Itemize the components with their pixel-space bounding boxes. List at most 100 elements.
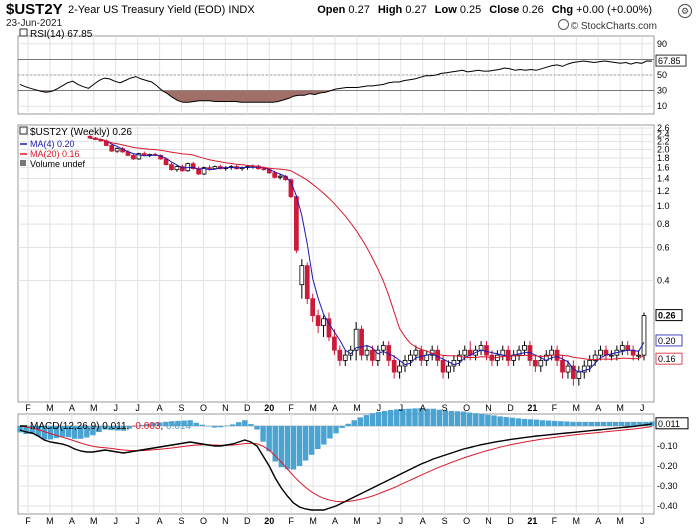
macd-histogram-bar (527, 419, 534, 426)
x-tick-label-bottom: J (135, 516, 140, 526)
candle-up (212, 166, 218, 170)
macd-histogram-bar (545, 420, 552, 426)
candle-down (261, 168, 267, 171)
macd-histogram-bar (150, 423, 157, 426)
candle-down (359, 328, 364, 356)
candle-up (277, 175, 283, 178)
macd-histogram-bar (90, 426, 96, 436)
candle-down (310, 298, 316, 317)
macd-histogram-bar (96, 426, 102, 433)
macd-histogram-bar (23, 426, 29, 434)
candle-up (174, 166, 180, 171)
x-tick-label: M (309, 403, 317, 413)
x-tick-label: F (552, 403, 558, 413)
macd-histogram-bar (466, 412, 473, 426)
x-tick-label: O (463, 403, 470, 413)
macd-histogram-bar (624, 421, 631, 426)
x-tick-label-bottom: 21 (527, 516, 537, 526)
macd-histogram-bar (211, 426, 218, 428)
macd-histogram-bar (430, 408, 436, 426)
candle-up (581, 365, 587, 373)
candle-up (456, 354, 462, 361)
macd-histogram-bar (436, 409, 443, 426)
x-tick-label-bottom: J (399, 516, 404, 526)
candle-down (337, 349, 343, 361)
candle-down (272, 172, 278, 178)
macd-histogram-bar (387, 410, 394, 426)
macd-histogram-bar (144, 424, 151, 426)
macd-histogram-bar (132, 426, 139, 427)
macd-legend-part: , (160, 421, 166, 432)
macd-histogram-bar (199, 424, 206, 426)
macd-histogram-bar (533, 419, 540, 426)
x-tick-label-bottom: J (113, 516, 118, 526)
macd-panel (17, 408, 655, 511)
price-legend-icon (19, 126, 28, 135)
candle-up (619, 345, 625, 351)
candle-down (560, 359, 565, 373)
chart-header: $UST2Y 2-Year US Treasury Yield (EOD) IN… (0, 0, 700, 34)
candle-down (332, 336, 337, 351)
price-tick-label: 1.2 (657, 186, 670, 196)
macd-line (19, 423, 653, 511)
macd-histogram-bar (381, 410, 388, 426)
macd-histogram-bar (558, 421, 564, 426)
macd-histogram-bar (485, 414, 491, 426)
macd-histogram-bar (84, 426, 90, 438)
x-tick-label-bottom: M (616, 516, 624, 526)
macd-histogram-bar (600, 421, 607, 426)
price-tick-label: 0.6 (657, 242, 670, 252)
x-tick-label-bottom: F (25, 516, 31, 526)
candle-down (294, 196, 299, 251)
macd-current-label: 0.011 (658, 419, 680, 429)
macd-histogram-bar (521, 418, 528, 426)
candle-up (408, 354, 413, 361)
candle-down (190, 163, 196, 170)
macd-histogram-bar (345, 423, 351, 426)
macd-histogram-bar (327, 426, 333, 439)
x-tick-label: J (399, 403, 404, 413)
macd-histogram-bar (308, 426, 315, 455)
logo-icon (557, 19, 569, 30)
candle-down (571, 365, 576, 379)
x-tick-label: J (135, 403, 140, 413)
macd-histogram-bar (157, 422, 163, 426)
x-tick-label-bottom: N (222, 516, 229, 526)
symbol: $UST2Y (6, 1, 63, 18)
chg-label: Chg (551, 4, 574, 16)
price-tick-label: 1.8 (657, 153, 670, 163)
macd-histogram-bar (363, 415, 370, 426)
macd-histogram-bar (290, 426, 297, 470)
macd-histogram-bar (169, 421, 175, 426)
price-tick-label: 1.4 (657, 173, 670, 183)
price-legend: $UST2Y (Weekly) 0.26 (30, 127, 132, 138)
stockcharts-logo[interactable]: © StockCharts.com (557, 19, 657, 32)
ma20-line (89, 137, 645, 361)
macd-histogram-bar (120, 426, 127, 431)
candle-down (391, 359, 397, 373)
price-tick-label: 1.0 (657, 201, 670, 211)
price-tick-label: 2.6 (657, 123, 670, 133)
rsi-panel (18, 59, 654, 103)
macd-histogram-bar (108, 426, 114, 431)
macd-histogram-bar (515, 418, 522, 426)
macd-histogram-bar (254, 426, 260, 430)
macd-histogram-bar (260, 426, 266, 442)
rsi-current-label: 67.85 (658, 56, 681, 66)
x-tick-label: D (507, 403, 514, 413)
gear-icon[interactable]: ⚙ (678, 4, 692, 18)
x-tick-label-bottom: J (640, 516, 645, 526)
macd-histogram-bar (41, 426, 48, 440)
macd-legend-part: MACD(12,26,9) 0.011, (30, 421, 132, 432)
exchange: INDX (228, 4, 255, 16)
candle-up (446, 365, 451, 373)
candle-up (413, 349, 419, 356)
security-title: 2-Year US Treasury Yield (EOD) (68, 4, 226, 16)
candle-down (418, 349, 424, 361)
low-value: 0.25 (459, 4, 482, 16)
macd-histogram-bar (193, 422, 199, 426)
x-tick-label-bottom: M (573, 516, 581, 526)
candle-down (163, 158, 169, 166)
macd-histogram-bar (126, 426, 133, 429)
